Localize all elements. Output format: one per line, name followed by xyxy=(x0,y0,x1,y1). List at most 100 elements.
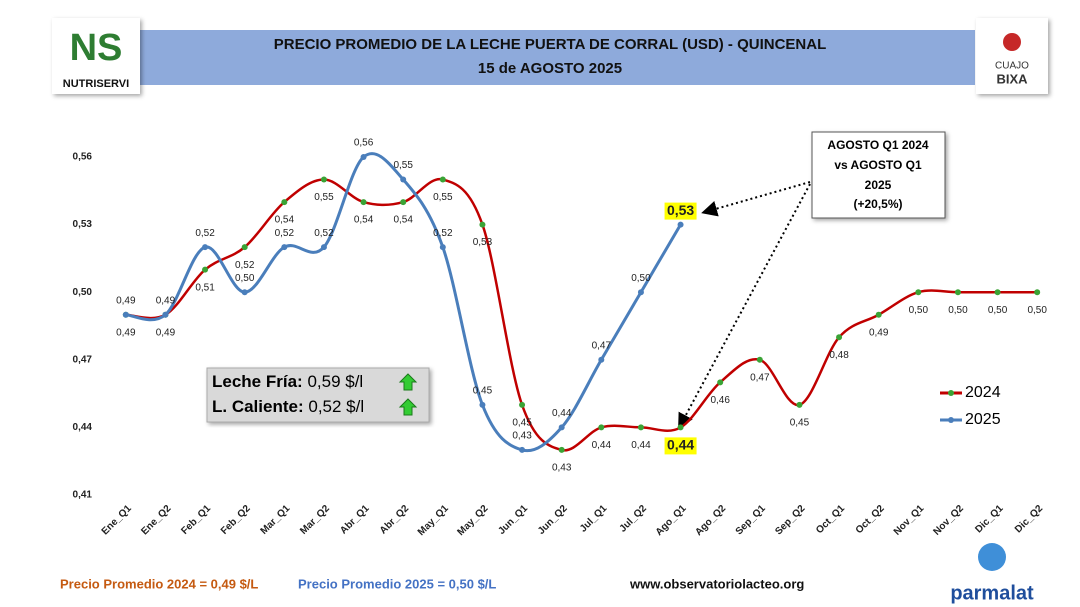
data-label: 0,54 xyxy=(354,215,374,226)
data-point xyxy=(202,244,209,251)
data-point xyxy=(400,199,407,206)
info-row: L. Caliente: 0,52 $/l xyxy=(212,397,364,416)
data-label: 0,44 xyxy=(552,408,572,419)
logo-text: CUAJO xyxy=(995,61,1029,72)
x-tick-label: Ago_Q2 xyxy=(693,503,728,538)
info-value: 0,52 $/l xyxy=(308,397,364,416)
data-label: 0,44 xyxy=(667,437,694,453)
data-label: 0,44 xyxy=(631,440,651,451)
x-tick-label: Feb_Q1 xyxy=(179,503,213,537)
data-point xyxy=(519,401,526,408)
data-label: 0,45 xyxy=(473,386,493,397)
info-label: Leche Fría: xyxy=(212,372,303,391)
data-label: 0,43 xyxy=(552,463,572,474)
data-label: 0,50 xyxy=(1027,305,1047,316)
y-tick-label: 0,44 xyxy=(73,422,93,433)
data-label: 0,50 xyxy=(948,305,968,316)
x-tick-label: Abr_Q2 xyxy=(378,503,412,537)
arrow xyxy=(701,181,811,217)
data-point xyxy=(400,176,407,183)
legend-marker xyxy=(948,390,954,396)
data-point xyxy=(479,401,486,408)
data-point xyxy=(439,176,446,183)
data-label: 0,49 xyxy=(156,295,176,306)
data-label: 0,53 xyxy=(473,237,493,248)
data-point xyxy=(519,446,526,453)
data-label: 0,55 xyxy=(314,192,334,203)
data-label: 0,49 xyxy=(116,327,136,338)
x-tick-label: Sep_Q2 xyxy=(773,503,807,537)
data-label: 0,46 xyxy=(710,395,730,406)
footer-note: Precio Promedio 2024 = 0,49 $/L xyxy=(60,576,258,591)
data-point xyxy=(241,289,248,296)
footer-url: www.observatoriolacteo.org xyxy=(629,576,804,591)
data-point xyxy=(162,311,169,318)
data-point xyxy=(202,266,209,273)
x-tick-label: Nov_Q2 xyxy=(931,503,966,538)
x-tick-label: Mar_Q1 xyxy=(259,503,293,537)
x-tick-label: Jul_Q1 xyxy=(578,503,610,535)
up-arrow xyxy=(398,373,418,391)
info-row: Leche Fría: 0,59 $/l xyxy=(212,372,363,391)
logo-text: parmalat xyxy=(950,582,1034,604)
logo-right xyxy=(976,18,1048,94)
data-label: 0,56 xyxy=(354,138,374,149)
data-label: 0,52 xyxy=(314,228,334,239)
data-point xyxy=(677,424,684,431)
data-point xyxy=(954,289,961,296)
data-point xyxy=(360,154,367,160)
logo-icon xyxy=(978,543,1006,571)
x-tick-label: Ago_Q1 xyxy=(654,503,689,538)
x-tick-label: Oct_Q1 xyxy=(814,503,847,536)
data-point xyxy=(875,311,882,318)
data-label: 0,49 xyxy=(156,327,176,338)
x-tick-label: Nov_Q1 xyxy=(892,503,927,538)
data-point xyxy=(756,356,763,363)
logo-icon xyxy=(1003,33,1021,51)
data-label: 0,47 xyxy=(592,340,612,351)
data-label: 0,43 xyxy=(512,431,532,442)
x-tick-label: May_Q2 xyxy=(456,503,491,538)
annotation-box xyxy=(811,131,946,219)
x-tick-label: Ene_Q1 xyxy=(100,503,134,537)
label-highlight xyxy=(664,202,697,220)
data-point xyxy=(360,199,367,206)
chart-title: PRECIO PROMEDIO DE LA LECHE PUERTA DE CO… xyxy=(274,36,827,53)
y-tick-label: 0,50 xyxy=(73,287,93,298)
annotation: 2025 xyxy=(865,178,892,192)
logo-mark: NS xyxy=(70,27,123,69)
data-point xyxy=(320,176,327,183)
data-point xyxy=(1034,289,1041,296)
data-label: 0,47 xyxy=(750,372,770,383)
annotation: AGOSTO Q1 2024 xyxy=(827,138,928,152)
data-label: 0,45 xyxy=(790,418,810,429)
data-label: 0,45 xyxy=(512,418,532,429)
data-point xyxy=(281,199,288,206)
x-tick-label: Oct_Q2 xyxy=(854,503,887,536)
footer-note: Precio Promedio 2025 = 0,50 $/L xyxy=(298,576,496,591)
y-tick-label: 0,47 xyxy=(73,354,93,365)
x-tick-label: May_Q1 xyxy=(416,503,451,538)
data-point xyxy=(637,289,644,296)
data-label: 0,50 xyxy=(988,305,1008,316)
x-tick-label: Sep_Q1 xyxy=(734,503,768,537)
data-point xyxy=(241,244,248,251)
x-tick-label: Mar_Q2 xyxy=(298,503,332,537)
logo-text: NUTRISERVI xyxy=(63,78,129,90)
data-point xyxy=(320,244,327,251)
x-tick-label: Jul_Q2 xyxy=(618,503,650,535)
up-arrow xyxy=(398,398,418,416)
data-label: 0,54 xyxy=(393,215,413,226)
data-label: 0,48 xyxy=(829,350,849,361)
arrow xyxy=(678,183,811,430)
x-tick-label: Dic_Q1 xyxy=(973,503,1005,535)
data-point xyxy=(717,379,724,386)
x-tick-label: Ene_Q2 xyxy=(139,503,173,537)
data-label: 0,52 xyxy=(235,260,255,271)
data-label: 0,51 xyxy=(195,282,215,293)
data-point xyxy=(479,221,486,228)
data-point xyxy=(281,244,288,251)
data-label: 0,49 xyxy=(116,295,136,306)
data-point xyxy=(598,356,605,363)
